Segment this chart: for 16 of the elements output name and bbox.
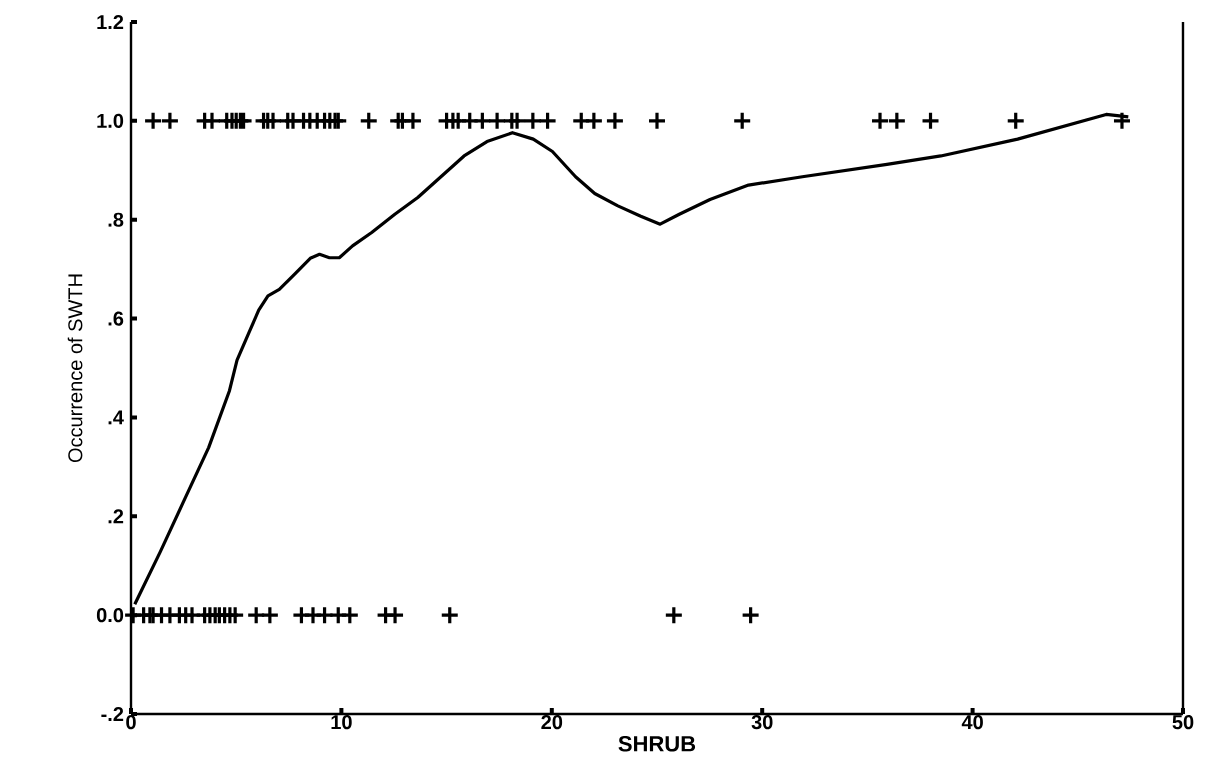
x-tick-label: 40 [961, 715, 983, 730]
x-tick-label: 0 [126, 715, 136, 730]
y-tick-label: -.2 [101, 707, 124, 721]
y-tick-label: 1.0 [97, 113, 124, 128]
y-tick-label: .4 [108, 410, 124, 425]
y-tick-label: .8 [108, 212, 124, 227]
x-axis-title: SHRUB [618, 735, 696, 752]
x-tick-label: 50 [1172, 715, 1194, 730]
y-axis-title: Occurrence of SWTH [67, 274, 83, 463]
x-tick-label: 30 [751, 715, 773, 730]
x-tick-label: 20 [541, 715, 563, 730]
y-tick-label: 1.2 [97, 15, 124, 29]
y-tick-label: .6 [108, 311, 124, 326]
x-tick-label: 10 [331, 715, 352, 730]
y-tick-label: .2 [108, 509, 124, 524]
y-tick-label: 0.0 [96, 608, 124, 623]
